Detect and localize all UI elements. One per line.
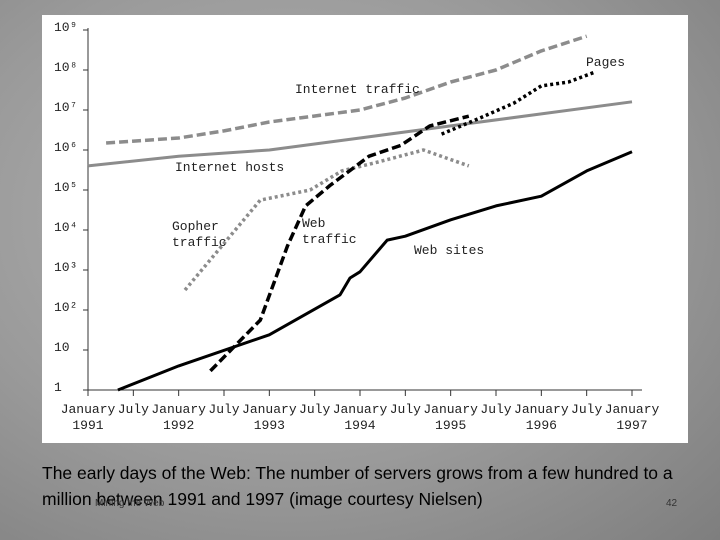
x-tick-label: January 1997 (604, 402, 660, 433)
footer: Mining the Web (95, 498, 165, 509)
annotation: Internet hosts (175, 160, 285, 175)
series-line (209, 114, 470, 373)
series-line (440, 70, 597, 136)
y-tick-label: 10⁶ (54, 140, 78, 155)
series-line (117, 150, 633, 392)
x-tick-label: January 1991 (60, 402, 116, 433)
x-tick-label: January 1992 (151, 402, 206, 433)
plot-background (42, 15, 688, 443)
y-tick-label: 10 (54, 340, 70, 355)
x-tick-label: July (389, 402, 421, 417)
y-tick-label: 10³ (54, 260, 78, 275)
y-tick-label: 10⁴ (54, 220, 78, 235)
x-tick-label: July (299, 402, 331, 417)
x-tick-label: July (208, 402, 240, 417)
annotation: Pages (586, 55, 626, 70)
y-tick-label: 10² (54, 300, 78, 315)
x-tick-label: January 1995 (423, 402, 478, 433)
series-line (183, 148, 470, 292)
y-tick-label: 1 (54, 380, 62, 395)
annotation: Web sites (414, 243, 485, 258)
page-number: 42 (666, 498, 678, 509)
x-tick-label: January 1996 (514, 402, 569, 433)
y-tick-label: 10⁷ (54, 100, 78, 115)
annotation: Gopher traffic (172, 219, 227, 250)
x-tick-label: July (117, 402, 149, 417)
series-line (87, 100, 633, 168)
x-tick-label: July (480, 402, 512, 417)
x-tick-label: July (571, 402, 603, 417)
y-tick-label: 10⁸ (54, 60, 78, 75)
annotation: Web traffic (302, 216, 357, 247)
y-tick-label: 10⁹ (54, 20, 78, 35)
caption: The early days of the Web: The number of… (42, 463, 673, 509)
x-tick-label: January 1994 (332, 402, 388, 433)
y-tick-label: 10⁵ (54, 180, 78, 195)
annotation: Internet traffic (295, 82, 420, 97)
x-tick-label: January 1993 (242, 402, 297, 433)
series-line (105, 34, 588, 145)
